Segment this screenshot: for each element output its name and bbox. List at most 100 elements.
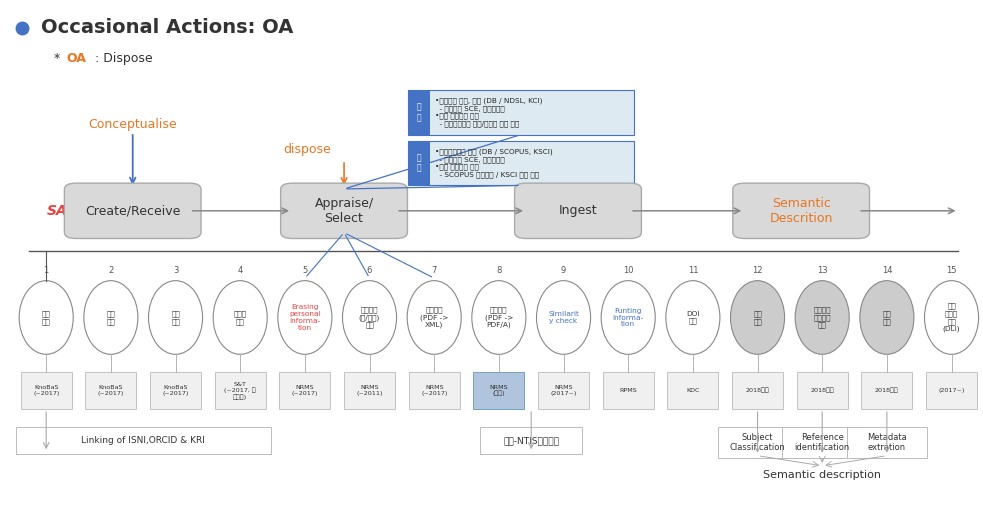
Text: KDC: KDC	[686, 388, 700, 393]
FancyBboxPatch shape	[515, 183, 641, 239]
Text: 메타
추출: 메타 추출	[883, 310, 892, 325]
Text: 검
증: 검 증	[417, 153, 421, 173]
Text: 2018개발: 2018개발	[810, 388, 835, 394]
Text: RPMS: RPMS	[619, 388, 637, 393]
FancyBboxPatch shape	[281, 183, 407, 239]
FancyBboxPatch shape	[409, 372, 460, 409]
Text: *: *	[54, 52, 64, 65]
Text: KnoBaS
(~2017): KnoBaS (~2017)	[162, 385, 189, 396]
FancyBboxPatch shape	[473, 372, 525, 409]
Ellipse shape	[342, 280, 396, 355]
Text: 5: 5	[302, 266, 308, 274]
Text: Occasional Actions: OA: Occasional Actions: OA	[41, 18, 294, 38]
Ellipse shape	[602, 280, 656, 355]
FancyBboxPatch shape	[782, 427, 862, 458]
FancyBboxPatch shape	[732, 183, 869, 239]
FancyBboxPatch shape	[861, 372, 912, 409]
FancyBboxPatch shape	[21, 372, 72, 409]
Text: 안물
식별: 안물 식별	[42, 310, 50, 325]
Text: Conceptualise: Conceptualise	[88, 118, 177, 131]
FancyBboxPatch shape	[408, 90, 634, 135]
Text: 4: 4	[238, 266, 243, 274]
Ellipse shape	[472, 280, 526, 355]
Ellipse shape	[148, 280, 202, 355]
Text: Linking of ISNI,ORCID & KRI: Linking of ISNI,ORCID & KRI	[82, 436, 205, 445]
Text: Ingest: Ingest	[558, 204, 598, 217]
Text: Funting
Informa-
tion: Funting Informa- tion	[612, 307, 644, 328]
Text: NRMS
(~2017): NRMS (~2017)	[292, 385, 318, 396]
Ellipse shape	[924, 280, 978, 355]
Text: •검증대상자료 선정 (DB / SCOPUS, KSCI)
  - 우선순위 SCE, 학술지논문
•검증 작업결과 검사
  - SCOPUS 검증작업 /: •검증대상자료 선정 (DB / SCOPUS, KSCI) - 우선순위 SC…	[435, 148, 553, 178]
FancyBboxPatch shape	[538, 372, 589, 409]
Text: 15: 15	[947, 266, 956, 274]
Text: 10: 10	[623, 266, 633, 274]
Text: Erasing
personal
informa-
tion: Erasing personal informa- tion	[289, 304, 320, 331]
Text: Similarit
y check: Similarit y check	[549, 311, 579, 324]
FancyBboxPatch shape	[926, 372, 977, 409]
Text: 11: 11	[688, 266, 698, 274]
FancyBboxPatch shape	[847, 427, 927, 458]
Text: KnoBaS
(~2017): KnoBaS (~2017)	[33, 385, 59, 396]
FancyBboxPatch shape	[480, 427, 582, 454]
Text: 배
열: 배 열	[417, 103, 421, 122]
Text: 9: 9	[561, 266, 566, 274]
Ellipse shape	[20, 280, 73, 355]
Text: dispose: dispose	[283, 143, 330, 156]
Text: 2018개발: 2018개발	[875, 388, 898, 394]
FancyBboxPatch shape	[65, 183, 202, 239]
Text: Appraise/
Select: Appraise/ Select	[315, 197, 374, 225]
Ellipse shape	[860, 280, 914, 355]
Text: NRMS
(~2011): NRMS (~2011)	[356, 385, 382, 396]
Text: 연구
데이터
연계
(DLI): 연구 데이터 연계 (DLI)	[943, 303, 960, 332]
Text: S&T
(~2017, 및
보완예): S&T (~2017, 및 보완예)	[224, 382, 257, 400]
Text: KnoBaS
(~2017): KnoBaS (~2017)	[97, 385, 124, 396]
Ellipse shape	[537, 280, 591, 355]
Text: 논문-NTIS과제연계: 논문-NTIS과제연계	[503, 436, 559, 445]
FancyBboxPatch shape	[408, 141, 634, 185]
Text: 원문변환
(PDF ->
PDF/A): 원문변환 (PDF -> PDF/A)	[485, 307, 513, 328]
FancyBboxPatch shape	[667, 372, 719, 409]
FancyBboxPatch shape	[408, 141, 430, 185]
Text: Create/Receive: Create/Receive	[85, 204, 181, 217]
FancyBboxPatch shape	[214, 372, 265, 409]
Text: 2: 2	[108, 266, 113, 274]
Text: 8: 8	[496, 266, 501, 274]
Text: 기관
식별: 기관 식별	[106, 310, 115, 325]
Ellipse shape	[84, 280, 138, 355]
Text: 2018개발: 2018개발	[746, 388, 770, 394]
FancyBboxPatch shape	[408, 90, 430, 135]
Text: SA: SA	[47, 204, 68, 218]
Text: 12: 12	[752, 266, 763, 274]
FancyBboxPatch shape	[86, 372, 137, 409]
Text: OA: OA	[67, 52, 87, 65]
Text: (2017~): (2017~)	[939, 388, 964, 393]
Text: : Dispose: : Dispose	[91, 52, 153, 65]
FancyBboxPatch shape	[150, 372, 202, 409]
Text: Semantic
Descrition: Semantic Descrition	[770, 197, 833, 225]
Text: 14: 14	[882, 266, 893, 274]
Text: 개체명
인식: 개체명 인식	[234, 310, 247, 325]
Text: 7: 7	[432, 266, 436, 274]
Text: 비텍스트
(표/그림)
추출: 비텍스트 (표/그림) 추출	[359, 307, 380, 328]
Text: 주제
분류: 주제 분류	[753, 310, 762, 325]
Text: Subject
Classification: Subject Classification	[729, 433, 785, 452]
Text: Reference
identification: Reference identification	[794, 433, 850, 452]
FancyBboxPatch shape	[732, 372, 783, 409]
FancyBboxPatch shape	[796, 372, 847, 409]
Text: •매핑대상 자료, 선정 (DB / NDSL, KCI)
  - 우선순위 SCE, 학술지논문
•매핑 작업결과 검사
  - 매핑성과자료 검사/미매핑 : •매핑대상 자료, 선정 (DB / NDSL, KCI) - 우선순위 SCE…	[435, 98, 543, 127]
Text: 13: 13	[817, 266, 828, 274]
Text: 원문변환
(PDF ->
XML): 원문변환 (PDF -> XML)	[420, 307, 448, 328]
Ellipse shape	[278, 280, 332, 355]
Text: DOI
등록: DOI 등록	[686, 311, 700, 324]
Text: NRMS
(구매): NRMS (구매)	[490, 385, 508, 396]
Ellipse shape	[795, 280, 849, 355]
Ellipse shape	[213, 280, 267, 355]
Ellipse shape	[407, 280, 461, 355]
Text: 용어
식별: 용어 식별	[171, 310, 180, 325]
Ellipse shape	[730, 280, 784, 355]
FancyBboxPatch shape	[603, 372, 654, 409]
FancyBboxPatch shape	[16, 427, 270, 454]
FancyBboxPatch shape	[344, 372, 395, 409]
Text: 6: 6	[367, 266, 373, 274]
Text: Metadata
extration: Metadata extration	[867, 433, 906, 452]
